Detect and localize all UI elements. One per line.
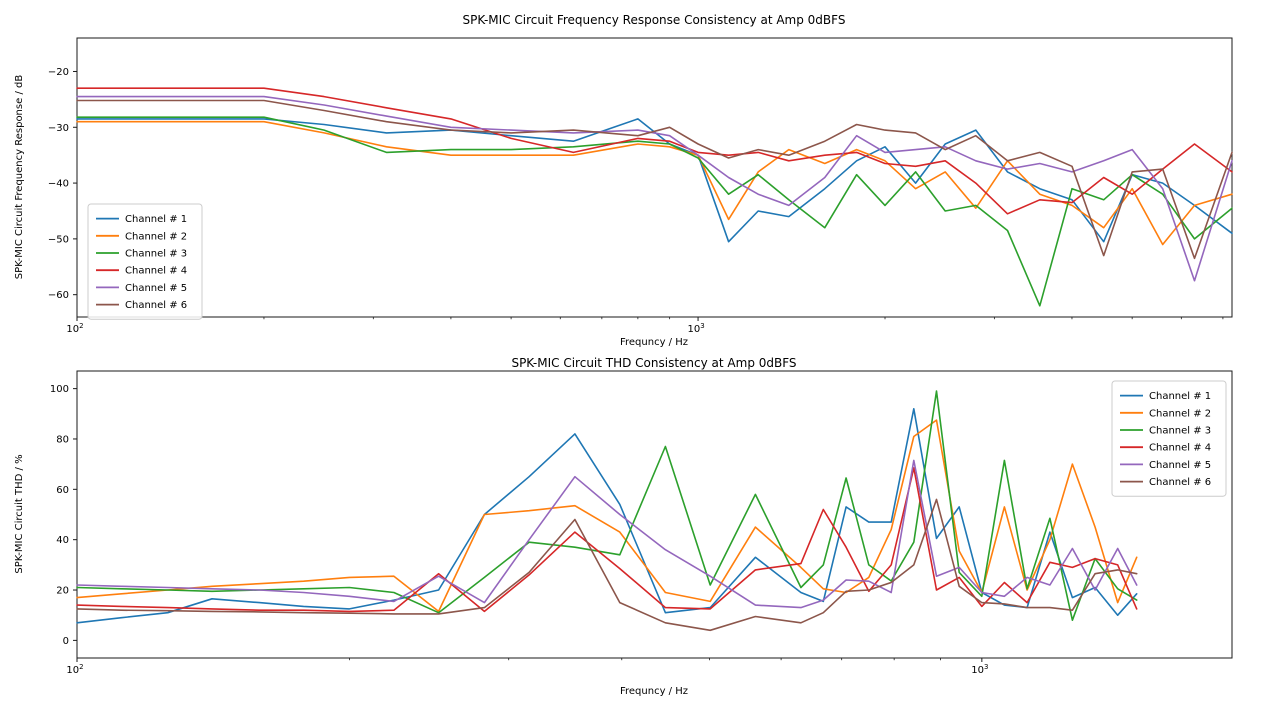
bottom-chart-title: SPK-MIC Circuit THD Consistency at Amp 0… xyxy=(511,356,796,370)
legend-entry-label: Channel # 4 xyxy=(125,266,187,277)
y-tick-label: 20 xyxy=(56,586,69,597)
legend-entry-label: Channel # 6 xyxy=(125,300,187,311)
top-chart-title: SPK-MIC Circuit Frequency Response Consi… xyxy=(463,13,846,27)
top-chart-xlabel: Frequncy / Hz xyxy=(620,337,688,348)
legend-box xyxy=(87,203,203,320)
legend-entry-label: Channel # 2 xyxy=(1149,408,1211,419)
legend-entry-label: Channel # 6 xyxy=(1149,477,1211,488)
series-line-channel-3 xyxy=(76,116,1233,307)
legend-entry-label: Channel # 4 xyxy=(1149,443,1211,454)
y-tick-label: −20 xyxy=(48,67,69,78)
y-tick-label: 60 xyxy=(56,485,69,496)
bottom-chart-ylabel: SPK-MIC Circuit THD / % xyxy=(14,454,25,573)
legend-entry-label: Channel # 1 xyxy=(125,214,187,225)
x-tick-label: 103 xyxy=(971,663,988,676)
y-tick-label: 80 xyxy=(56,434,69,445)
legend-box xyxy=(1111,380,1227,497)
series-line-channel-6 xyxy=(76,498,1138,632)
x-tick-label: 102 xyxy=(66,663,83,676)
bottom-chart-xlabel: Frequncy / Hz xyxy=(620,686,688,697)
legend-entry-label: Channel # 1 xyxy=(1149,391,1211,402)
y-tick-label: −60 xyxy=(48,290,69,301)
y-tick-label: −30 xyxy=(48,123,69,134)
legend-entry-label: Channel # 3 xyxy=(125,249,187,260)
y-tick-label: 100 xyxy=(50,384,69,395)
y-tick-label: 0 xyxy=(63,636,69,647)
axes-frame xyxy=(76,37,1233,318)
legend-entry-label: Channel # 2 xyxy=(125,231,187,242)
series-line-channel-5 xyxy=(76,95,1233,282)
bottom-chart-plot-area: 102 103 0 20 40 60 80 100 Channel # 1 Channel # 2… xyxy=(50,370,1233,676)
series-line-channel-4 xyxy=(76,467,1138,613)
series-line-channel-2 xyxy=(76,419,1138,613)
y-tick-label: −40 xyxy=(48,179,69,190)
y-tick-label: −50 xyxy=(48,234,69,245)
series-line-channel-3 xyxy=(76,390,1138,622)
series-line-channel-1 xyxy=(76,118,1233,243)
series-line-channel-6 xyxy=(76,99,1233,260)
series-line-channel-5 xyxy=(76,459,1138,609)
legend-entry-label: Channel # 5 xyxy=(125,283,187,294)
top-chart-plot-area: 102 103 −20 −30 −40 −50 −60 Channel # 1 Channel … xyxy=(48,37,1233,335)
legend-entry-label: Channel # 3 xyxy=(1149,426,1211,437)
axes-frame xyxy=(76,370,1233,659)
x-tick-label: 102 xyxy=(66,322,83,335)
series-line-channel-2 xyxy=(76,120,1233,246)
legend-entry-label: Channel # 5 xyxy=(1149,460,1211,471)
top-chart-ylabel: SPK-MIC Circuit Frequency Response / dB xyxy=(14,75,25,280)
x-tick-label: 103 xyxy=(687,322,704,335)
y-tick-label: 40 xyxy=(56,535,69,546)
